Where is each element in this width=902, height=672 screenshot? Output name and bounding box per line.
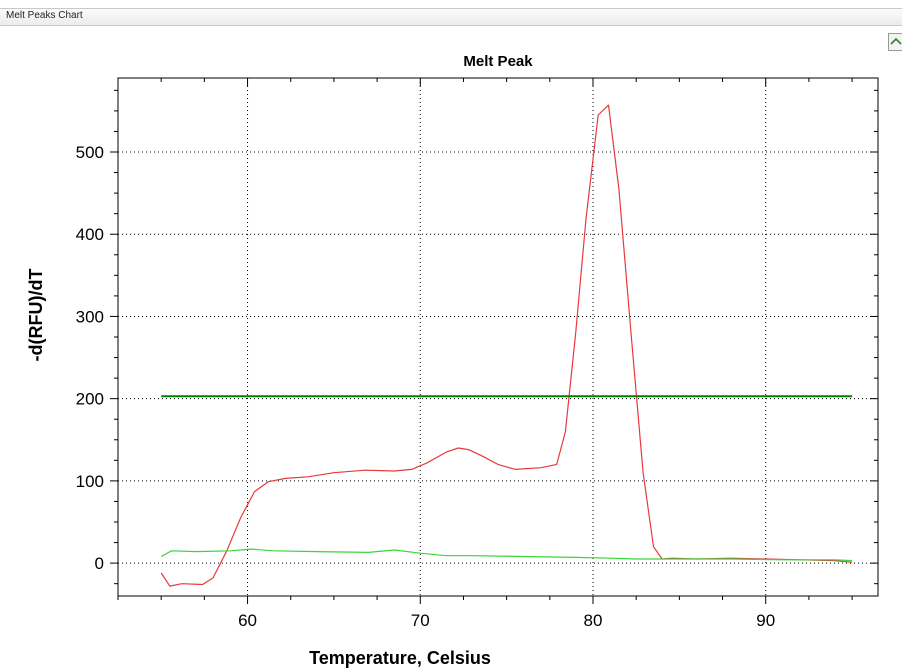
- panel-tab[interactable]: Melt Peaks Chart: [0, 8, 902, 26]
- chevron-up-icon-glyph: [890, 37, 902, 45]
- plot-frame: [117, 77, 879, 597]
- y-axis-label: -d(RFU)/dT: [26, 269, 46, 362]
- x-tick-label: 90: [756, 611, 775, 630]
- series-line-2: [160, 548, 853, 562]
- series-line-1: [160, 104, 853, 587]
- y-tick-label: 200: [76, 390, 104, 409]
- y-tick-label: 400: [76, 225, 104, 244]
- x-tick-label: 80: [584, 611, 603, 630]
- y-tick-label: 300: [76, 307, 104, 326]
- x-tick-label: 70: [411, 611, 430, 630]
- y-tick-label: 500: [76, 143, 104, 162]
- chevron-up-icon[interactable]: [888, 33, 902, 51]
- axis-ticks: 60 70 80 90 0 100 200 300 400 500: [76, 78, 878, 630]
- x-axis-label: Temperature, Celsius: [309, 648, 491, 668]
- panel-title: Melt Peaks Chart: [6, 10, 83, 21]
- chart-title: Melt Peak: [463, 53, 533, 70]
- series-group: [160, 104, 853, 587]
- y-tick-label: 100: [76, 472, 104, 491]
- panel-header: Melt Peaks Chart: [0, 0, 902, 32]
- grid: [118, 78, 878, 596]
- y-tick-label: 0: [95, 554, 104, 573]
- x-tick-label: 60: [238, 611, 257, 630]
